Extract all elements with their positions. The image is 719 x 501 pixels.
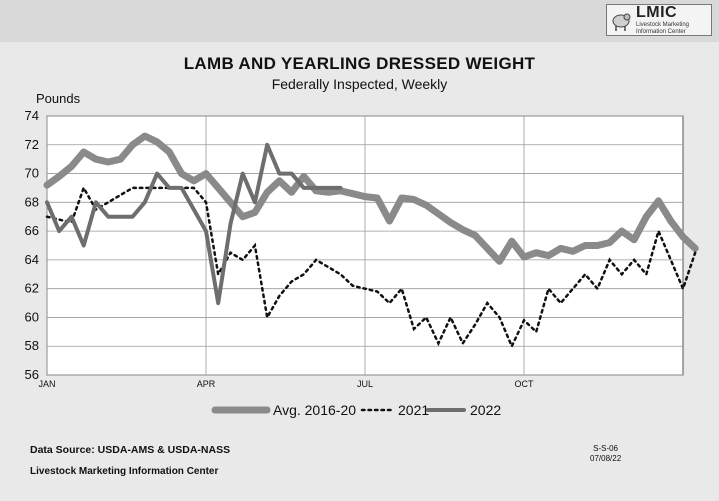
data-source: Data Source: USDA-AMS & USDA-NASS [30, 444, 231, 456]
series-line-2022 [45, 142, 343, 306]
y-tick-label: 56 [25, 367, 39, 382]
legend-label: Avg. 2016-20 [273, 402, 356, 418]
y-tick-label: 66 [25, 223, 39, 238]
y-tick-label: 62 [25, 281, 39, 296]
logo-subtitle-1: Livestock Marketing [636, 22, 690, 28]
y-axis-label: Pounds [36, 91, 81, 106]
header-band [0, 0, 719, 42]
x-tick-label: JUL [357, 379, 373, 389]
logo-title: LMIC [636, 4, 678, 21]
y-tick-label: 74 [25, 108, 39, 123]
y-tick-label: 70 [25, 166, 39, 181]
series-line-2021 [45, 184, 697, 350]
chart-code-id: S-S-06 [593, 444, 619, 453]
chart-code: S-S-06 07/08/22 [590, 444, 621, 465]
x-tick-label: OCT [515, 379, 535, 389]
y-tick-label: 68 [25, 194, 39, 209]
lmic-logo: LMIC Livestock Marketing Information Cen… [606, 4, 712, 36]
y-tick-label: 72 [25, 137, 39, 152]
legend-label: 2021 [398, 402, 429, 418]
info-center-label: Livestock Marketing Information Center [30, 466, 219, 477]
y-tick-label: 58 [25, 338, 39, 353]
x-tick-label: APR [197, 379, 216, 389]
lamb-icon [610, 8, 632, 32]
y-tick-label: 60 [25, 309, 39, 324]
chart-code-date: 07/08/22 [590, 454, 622, 464]
chart-title: LAMB AND YEARLING DRESSED WEIGHT [183, 54, 536, 73]
legend-label: 2022 [470, 402, 501, 418]
logo-subtitle-2: Information Center [636, 29, 686, 35]
series-line-avg-2016-20 [43, 132, 699, 265]
y-tick-label: 64 [25, 252, 39, 267]
x-tick-label: JAN [38, 379, 55, 389]
chart-subtitle: Federally Inspected, Weekly [271, 76, 448, 92]
